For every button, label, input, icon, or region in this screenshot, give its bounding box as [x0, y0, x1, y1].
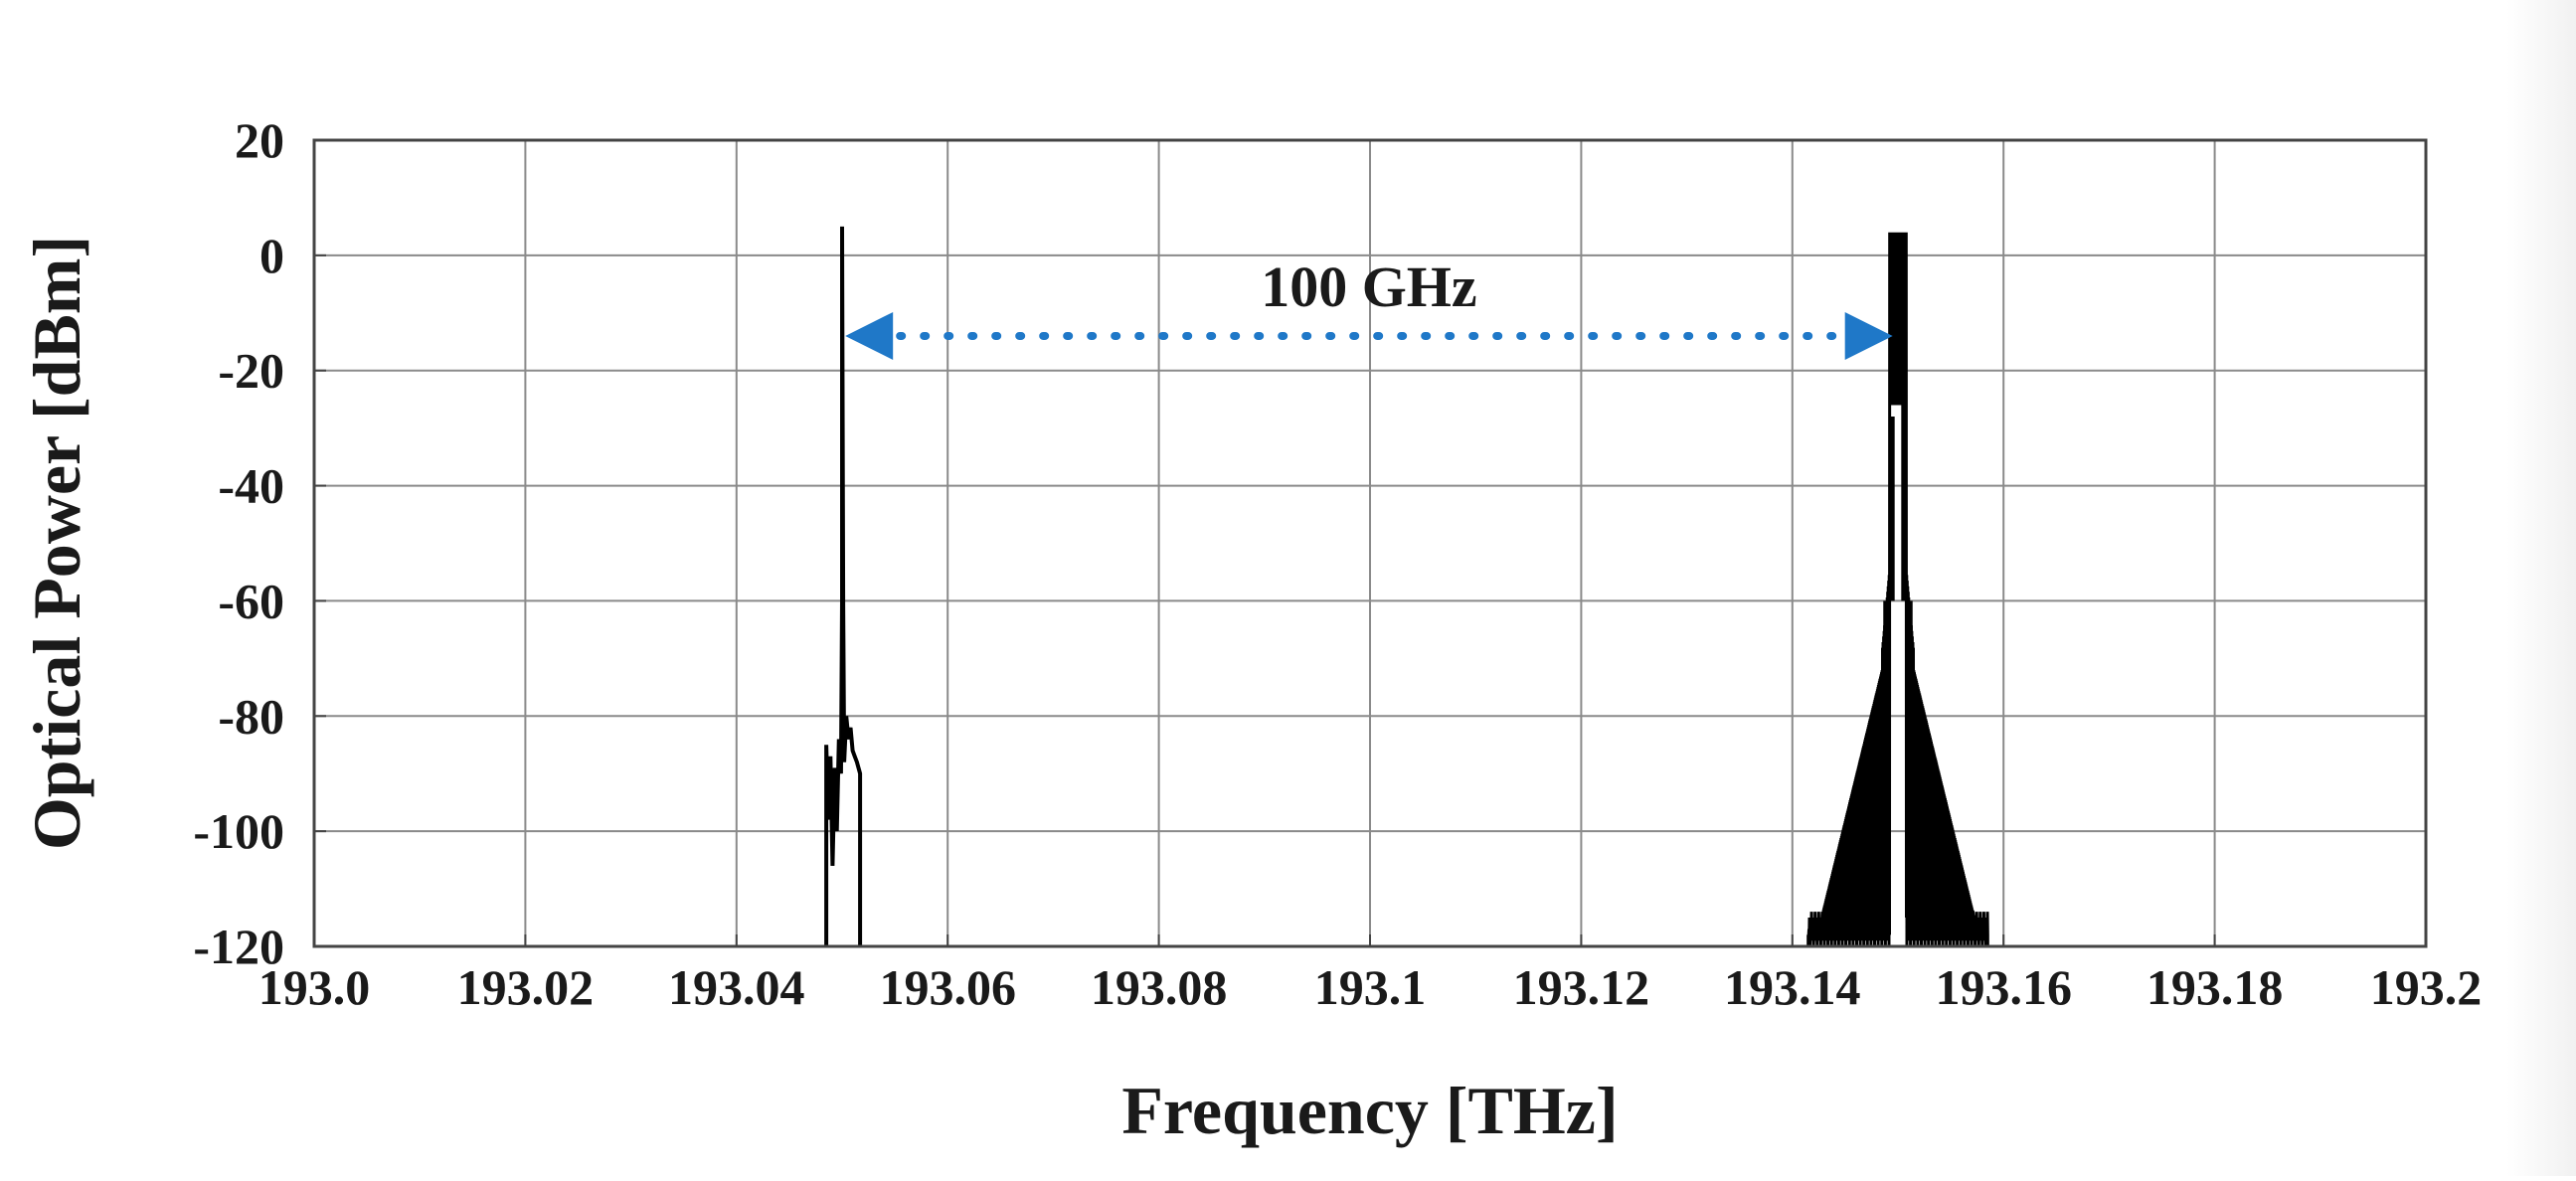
- tick-labels: 193.0 193.02 193.04 193.06 193.08 193.1 193.12…: [193, 112, 2482, 1015]
- spectrum-peak-1: [824, 226, 863, 946]
- page-edge-shadow: [2506, 0, 2576, 1176]
- y-tick-label: -40: [218, 458, 284, 514]
- spacing-annotation-label: 100 GHz: [1261, 254, 1476, 319]
- y-tick-label: 0: [259, 228, 284, 283]
- y-axis-label: Optical Power [dBm]: [19, 236, 94, 850]
- y-tick-label: -20: [218, 343, 284, 399]
- y-tick-label: -80: [218, 688, 284, 744]
- y-tick-label: -120: [193, 919, 284, 974]
- spectrum-peak-2: [1806, 232, 1989, 947]
- spacing-arrow-left-head: [845, 311, 894, 360]
- x-tick-label: 193.14: [1724, 959, 1861, 1015]
- annotations: 100 GHz: [845, 254, 1893, 360]
- x-tick-label: 193.02: [457, 959, 595, 1015]
- x-tick-label: 193.0: [258, 959, 371, 1015]
- y-tick-label: -60: [218, 573, 284, 628]
- x-tick-label: 193.1: [1314, 959, 1427, 1015]
- data-series: [824, 226, 1989, 947]
- x-tick-label: 193.06: [879, 959, 1016, 1015]
- x-tick-label: 193.08: [1091, 959, 1228, 1015]
- x-axis-label: Frequency [THz]: [1121, 1073, 1618, 1148]
- x-tick-label: 193.18: [2147, 959, 2284, 1015]
- spacing-arrow-right-head: [1844, 311, 1893, 360]
- x-tick-label: 193.2: [2370, 959, 2483, 1015]
- y-tick-label: -100: [193, 803, 284, 859]
- x-tick-label: 193.04: [668, 959, 805, 1015]
- y-tick-label: 20: [235, 112, 284, 168]
- x-tick-label: 193.12: [1513, 959, 1650, 1015]
- x-tick-label: 193.16: [1935, 959, 2072, 1015]
